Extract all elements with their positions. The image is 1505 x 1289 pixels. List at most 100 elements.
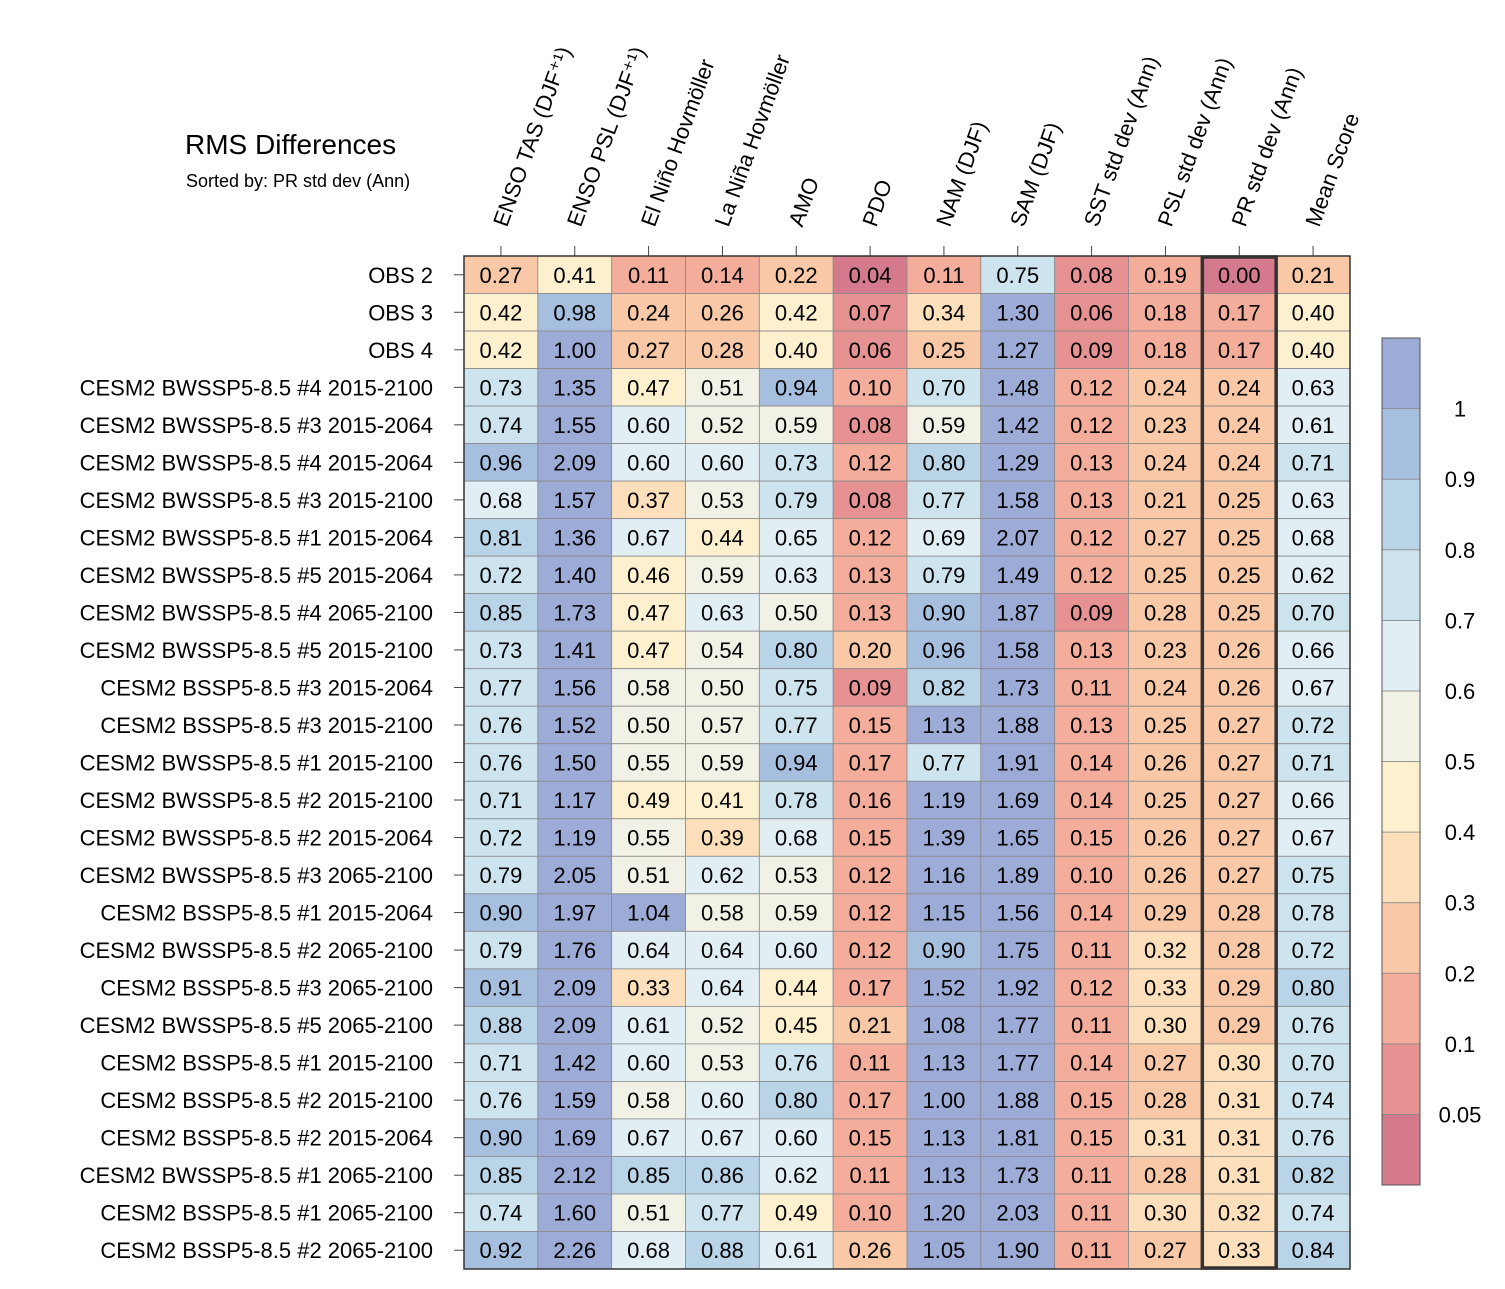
cell-value-label: 0.26: [701, 300, 744, 325]
colorbar-box: [1381, 1043, 1421, 1115]
row-label: CESM2 BWSSP5-8.5 #5 2015-2100: [80, 638, 433, 663]
heatmap-cell: [537, 668, 613, 707]
heatmap-cell: [1275, 330, 1351, 369]
cell-value-label: 0.24: [1218, 450, 1261, 475]
cell-value-label: 0.11: [1071, 1201, 1112, 1226]
colorbar-box: [1381, 478, 1421, 551]
heatmap-cell: [537, 1081, 613, 1120]
heatmap-cell: [1128, 630, 1203, 670]
heatmap-cell: [832, 893, 908, 932]
chart-title: RMS Differences: [185, 129, 396, 160]
cell-value-label: 1.13: [923, 1051, 966, 1076]
heatmap-cell: [758, 780, 834, 820]
cell-value-label: 0.13: [1070, 488, 1113, 513]
cell-value-label: 0.13: [1070, 638, 1113, 663]
heatmap-cell: [611, 855, 686, 895]
cell-value-label: 0.33: [1144, 976, 1187, 1001]
heatmap-cell: [980, 1005, 1056, 1045]
cell-value-label: 0.06: [849, 338, 892, 363]
cell-value-label: 0.59: [923, 413, 966, 438]
cell-value-label: 0.25: [1218, 600, 1261, 625]
cell-value-label: 0.12: [849, 863, 892, 888]
row-label: CESM2 BWSSP5-8.5 #4 2065-2100: [80, 600, 433, 625]
cell-value-label: 1.19: [553, 826, 596, 851]
heatmap-cell: [1275, 593, 1351, 632]
cell-value-label: 1.77: [996, 1051, 1039, 1076]
heatmap-cell: [758, 593, 834, 632]
cell-value-label: 0.60: [627, 413, 670, 438]
cell-value-label: 0.09: [1070, 338, 1113, 363]
cell-value-label: 1.56: [553, 675, 596, 700]
cell-value-label: 1.73: [996, 675, 1039, 700]
cell-value-label: 0.30: [1144, 1013, 1187, 1038]
heatmap-cell: [832, 1118, 908, 1157]
heatmap-cell: [758, 855, 834, 895]
cell-value-label: 1.15: [923, 901, 966, 926]
heatmap-cell: [1201, 1118, 1277, 1157]
cell-value-label: 0.53: [701, 488, 744, 513]
cell-value-label: 0.74: [1292, 1088, 1335, 1113]
row-label: CESM2 BSSP5-8.5 #1 2065-2100: [100, 1201, 433, 1226]
heatmap-cell: [1054, 405, 1129, 444]
heatmap-cell: [1054, 593, 1129, 632]
colorbar-box: [1381, 408, 1421, 480]
cell-value-label: 0.58: [627, 675, 670, 700]
row-label: CESM2 BSSP5-8.5 #3 2065-2100: [100, 976, 433, 1001]
colorbar-tick-label: 0.5: [1445, 750, 1476, 775]
heatmap-cell: [1201, 518, 1277, 557]
heatmap-cell: [685, 818, 760, 857]
heatmap-cell: [1128, 293, 1203, 332]
cell-value-label: 1.19: [923, 788, 966, 813]
colorbar-box: [1381, 972, 1421, 1045]
heatmap-cell: [980, 255, 1056, 294]
row-label: CESM2 BWSSP5-8.5 #3 2015-2100: [80, 488, 433, 513]
cell-value-label: 0.80: [1292, 976, 1335, 1001]
cell-value-label: 0.29: [1144, 901, 1187, 926]
row-label: CESM2 BWSSP5-8.5 #1 2015-2064: [80, 525, 433, 550]
cell-value-label: 0.31: [1218, 1126, 1261, 1151]
heatmap-cell: [1128, 405, 1203, 444]
cell-value-label: 0.69: [923, 525, 966, 550]
cell-value-label: 0.58: [627, 1088, 670, 1113]
heatmap-cell: [1054, 1231, 1129, 1270]
heatmap-cell: [906, 330, 982, 369]
heatmap-cell: [1275, 743, 1351, 782]
cell-value-label: 0.65: [775, 525, 818, 550]
cell-value-label: 0.16: [849, 788, 892, 813]
cell-value-label: 0.07: [849, 300, 892, 325]
heatmap-cell: [758, 1081, 834, 1120]
cell-value-label: 2.07: [996, 525, 1039, 550]
cell-value-label: 0.78: [1292, 901, 1335, 926]
cell-value-label: 0.77: [923, 488, 966, 513]
cell-value-label: 0.17: [849, 976, 892, 1001]
heatmap-cell: [832, 330, 908, 369]
cell-value-label: 0.61: [775, 1238, 818, 1263]
cell-value-label: 0.71: [480, 788, 523, 813]
heatmap-cell: [537, 1156, 613, 1195]
cell-value-label: 0.82: [923, 675, 966, 700]
heatmap-cell: [611, 705, 686, 745]
cell-value-label: 0.76: [480, 1088, 523, 1113]
cell-value-label: 1.13: [923, 713, 966, 738]
cell-value-label: 0.26: [1144, 751, 1187, 776]
heatmap-cell: [537, 930, 613, 970]
cell-value-label: 0.24: [1144, 450, 1187, 475]
cell-value-label: 1.88: [996, 713, 1039, 738]
cell-value-label: 0.29: [1218, 1013, 1261, 1038]
cell-value-label: 0.85: [480, 600, 523, 625]
cell-value-label: 0.28: [1144, 600, 1187, 625]
heatmap-cell: [537, 705, 613, 745]
cell-value-label: 0.63: [701, 600, 744, 625]
cell-value-label: 0.90: [480, 901, 523, 926]
colorbar-tick-label: 0.2: [1445, 961, 1476, 986]
heatmap-cell: [832, 480, 908, 520]
cell-value-label: 0.15: [1070, 826, 1113, 851]
cell-value-label: 0.11: [1071, 938, 1112, 963]
cell-value-label: 0.45: [775, 1013, 818, 1038]
cell-value-label: 1.52: [553, 713, 596, 738]
cell-value-label: 0.11: [849, 1051, 890, 1076]
cell-value-label: 0.85: [627, 1163, 670, 1188]
column-label: SAM (DJF): [1005, 119, 1066, 230]
heatmap-cell: [611, 1118, 686, 1157]
cell-value-label: 0.90: [480, 1126, 523, 1151]
